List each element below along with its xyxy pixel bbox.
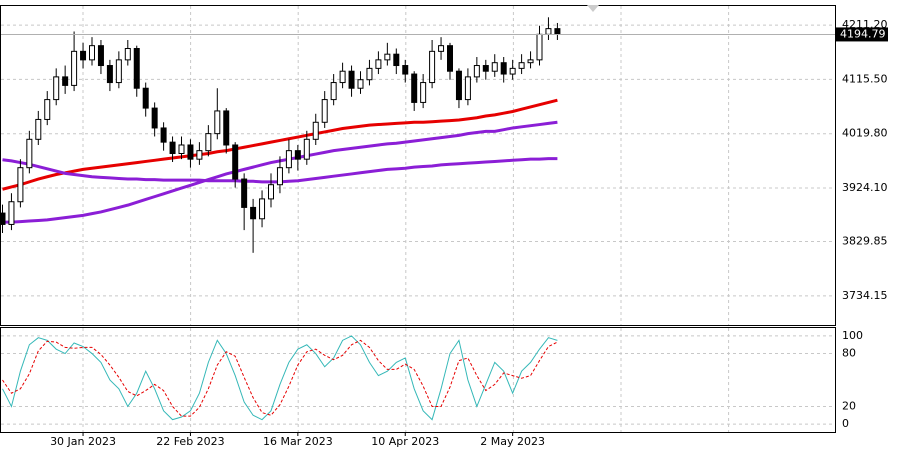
y-tick-label: 4115.50 [842,72,888,85]
oscillator-panel [0,327,836,433]
candle-body [411,73,418,103]
candle-body [0,212,6,225]
y-tick-label: 3734.15 [842,289,888,302]
main-panel [0,5,836,326]
candle-body [106,65,113,84]
candle-body [545,28,552,35]
shift-marker [587,5,599,12]
candle-body [97,45,104,67]
candle-body [205,133,212,152]
candle-body [527,59,534,64]
candle-body [44,99,51,120]
candle-body [223,110,230,146]
candle-body [294,150,301,160]
candle-body [402,65,409,75]
candle-body [312,121,319,140]
candle-body [473,65,480,78]
candle-body [62,76,69,86]
y-tick-label: 3924.10 [842,181,888,194]
candle-body [232,144,239,180]
candle-body [133,48,140,89]
candle-body [384,53,391,61]
candle-body [420,82,427,103]
candle-body [375,59,382,69]
candle-body [196,150,203,160]
candle-body [268,184,274,200]
y-tick-label: 80 [842,347,856,360]
candle-body [339,70,346,84]
candle-body [438,45,445,52]
y-tick-label: 3829.85 [842,235,888,248]
candle-body [455,70,462,101]
candle-body [169,141,176,154]
oscillator-line [2,335,558,421]
y-tick-label: 100 [842,329,863,342]
candle-body [447,45,453,72]
candle-body [142,87,149,109]
candle-body [330,82,337,101]
candle-body [348,70,355,89]
y-tick-label: 4019.80 [842,127,888,140]
candle-body [259,198,266,220]
x-tick-label: 10 Apr 2023 [371,435,439,448]
candle-body [17,167,24,203]
candle-body [357,79,364,89]
last-price-label: 4194.79 [840,27,886,40]
candle-body [214,110,221,135]
candle-body [160,127,167,143]
candle-body [250,206,257,220]
x-tick-label: 30 Jan 2023 [50,435,116,448]
candle-body [285,150,292,169]
candle-body [518,62,525,69]
candle-body [151,107,158,129]
candle-body [303,138,310,160]
candle-body [8,201,15,225]
moving-average [2,98,558,191]
candle-body [554,28,561,35]
grid [1,6,835,432]
x-tick-label: 2 May 2023 [480,435,545,448]
x-tick-label: 16 Mar 2023 [263,435,333,448]
candle-body [500,62,507,75]
x-tick-label: 22 Feb 2023 [156,435,224,448]
candle-body [321,99,328,123]
candle-body [35,118,42,140]
candle-body [80,50,87,61]
candle-body [509,67,516,75]
candle-body [276,167,283,186]
y-tick-label: 20 [842,399,856,412]
candle-body [536,33,543,61]
last-price-box [836,27,888,42]
candle-body [366,67,373,81]
candle-body [429,50,436,84]
candle-body [26,138,33,169]
candle-body [187,144,194,160]
candle-body [482,65,489,72]
candle-body [464,76,471,101]
candle-body [71,50,78,86]
y-tick-label: 0 [842,417,849,430]
candle-body [241,178,248,208]
candle-body [393,53,400,67]
candle-body [124,48,131,61]
candle-body [53,76,60,101]
candle-body [491,62,498,72]
candle-body [89,45,95,61]
candle-body [115,59,122,84]
oscillator-line [2,339,558,417]
candle-body [178,144,185,154]
